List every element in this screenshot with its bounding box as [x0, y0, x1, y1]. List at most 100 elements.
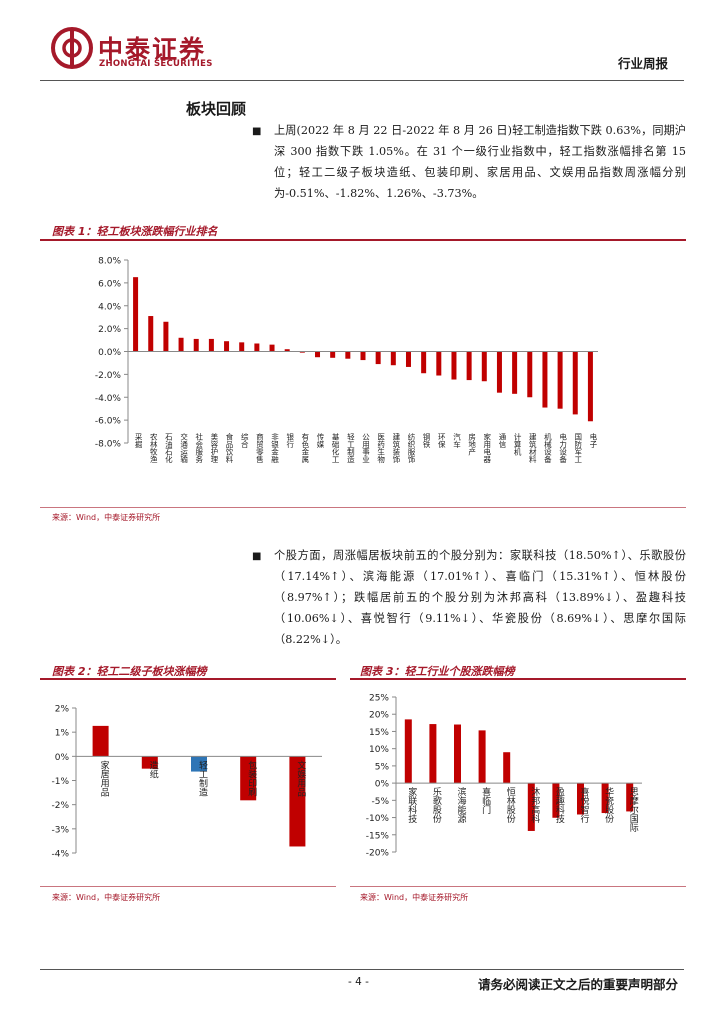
x-category-label: 医药生物	[376, 433, 385, 465]
x-category-label: 华瓷股份	[603, 786, 614, 824]
x-category-label: 传媒	[316, 432, 325, 450]
y-tick-label: 2%	[55, 705, 70, 715]
paragraph-weekly-summary: 上周(2022 年 8 月 22 日-2022 年 8 月 26 日)轻工制造指…	[274, 124, 686, 200]
bar	[405, 351, 411, 367]
figure1-bottom-rule	[40, 507, 686, 508]
bar	[478, 730, 486, 784]
x-category-label: 食品饮料	[225, 432, 234, 465]
x-category-label: 采掘	[134, 432, 143, 450]
footer-divider	[40, 969, 684, 970]
x-category-label: 房地产	[467, 432, 476, 457]
bar	[254, 343, 260, 352]
y-tick-label: 1%	[55, 729, 70, 739]
x-category-label: 轻工制造	[197, 759, 208, 797]
company-logo-icon	[48, 26, 96, 70]
bar	[163, 321, 169, 352]
x-category-label: 思摩尔国际	[628, 787, 639, 833]
bar	[289, 756, 306, 847]
y-tick-label: 0%	[375, 780, 390, 790]
y-tick-label: -20%	[366, 849, 390, 859]
figure2-bottom-rule	[40, 886, 336, 887]
bar	[191, 756, 207, 772]
x-category-label: 钢铁	[422, 432, 431, 450]
y-tick-label: 10%	[369, 745, 389, 755]
figure3-title: 图表 3：轻工行业个股涨跌幅榜	[360, 665, 515, 678]
bar	[481, 351, 487, 382]
industry-ranking-chart: 8.0% 6.0% 4.0% 2.0% 0.0% -2.0% -4.0% -6.0% -8.0%…	[95, 257, 598, 465]
x-category-label: 通信	[498, 432, 507, 450]
bar	[299, 351, 305, 353]
bar	[601, 783, 609, 814]
x-category-label: 家居用品	[99, 759, 110, 797]
x-category-label: 家用电器	[483, 432, 492, 465]
bar	[133, 277, 139, 352]
y-tick-label: -4.0%	[95, 394, 122, 404]
x-category-label: 包装印刷	[246, 759, 257, 796]
paragraph-stock-movers: 个股方面，周涨幅居板块前五的个股分别为：家联科技（18.50%↑）、乐歌股份（1…	[274, 549, 686, 646]
y-tick-label: -2.0%	[95, 371, 122, 381]
figure2-title-rule	[40, 678, 336, 680]
x-category-label: 国防军工	[574, 433, 583, 464]
x-category-label: 环保	[437, 433, 446, 450]
company-name-en: ZHONGTAI SECURITIES	[99, 59, 213, 69]
bar	[587, 351, 593, 422]
bar	[512, 351, 518, 394]
y-tick-label: 4.0%	[98, 302, 121, 312]
company-name-cn: 中泰证券	[98, 35, 207, 64]
bar	[527, 351, 533, 398]
x-category-label: 沐邦高科	[529, 786, 540, 824]
bar	[503, 752, 511, 784]
x-category-label: 盈趣科技	[554, 787, 565, 824]
figure3-title-rule	[350, 678, 686, 680]
footer-disclaimer: 请务必阅读正文之后的重要声明部分	[477, 977, 678, 992]
stock-movers-chart: 25% 20% 15% 10% 5% 0% -5% -10% -15% -20% 家联科技 乐歌股份 滨…	[366, 694, 642, 859]
y-tick-label: 20%	[369, 711, 389, 721]
bar	[208, 338, 214, 352]
x-category-label: 恒林股份	[505, 786, 516, 824]
x-category-label: 滨海能源	[456, 786, 467, 824]
bar	[224, 341, 230, 352]
bar	[193, 338, 199, 352]
x-category-label: 家联科技	[406, 786, 417, 824]
y-tick-label: -5%	[371, 797, 389, 807]
x-category-label: 非银金融	[270, 432, 279, 465]
x-category-label: 乐歌股份	[431, 786, 442, 824]
bar	[239, 342, 245, 352]
x-category-label: 喜悦智行	[579, 786, 590, 824]
bar	[390, 351, 396, 366]
bar	[572, 351, 578, 415]
bullet-icon: ■	[252, 126, 262, 137]
x-category-label: 机械设备	[543, 432, 552, 465]
bar	[496, 351, 502, 393]
y-tick-label: 8.0%	[98, 257, 121, 267]
y-tick-label: 6.0%	[98, 279, 121, 289]
bar	[92, 725, 109, 757]
bar	[557, 351, 563, 409]
bar	[527, 783, 535, 831]
figure1-source: 来源：Wind，中泰证券研究所	[52, 513, 161, 522]
y-tick-label: -2%	[51, 801, 69, 811]
bar	[148, 316, 154, 352]
x-category-label: 纺织服饰	[407, 432, 416, 465]
x-category-label: 基础化工	[331, 432, 340, 464]
bar	[466, 351, 472, 381]
x-category-label: 建筑材料	[528, 432, 537, 465]
y-tick-label: -10%	[366, 814, 390, 824]
figure3-bottom-rule	[350, 886, 686, 887]
x-category-label: 社会服务	[194, 432, 203, 465]
figure1-title: 图表 1：轻工板块涨跌幅行业排名	[52, 225, 218, 238]
bar	[552, 783, 560, 818]
x-category-label: 计算机	[513, 432, 522, 457]
bullet-icon: ■	[252, 551, 262, 562]
figure1-title-rule	[40, 239, 686, 241]
header-divider	[40, 80, 684, 81]
x-category-label: 石油石化	[164, 433, 173, 465]
bar	[284, 349, 290, 352]
x-category-label: 电子	[589, 432, 598, 449]
y-tick-label: -8.0%	[95, 440, 122, 450]
y-tick-label: 5%	[375, 762, 390, 772]
x-category-label: 汽车	[452, 432, 461, 450]
y-tick-label: 2.0%	[98, 325, 121, 335]
x-category-label: 公用事业	[361, 433, 370, 463]
bar	[429, 724, 437, 784]
